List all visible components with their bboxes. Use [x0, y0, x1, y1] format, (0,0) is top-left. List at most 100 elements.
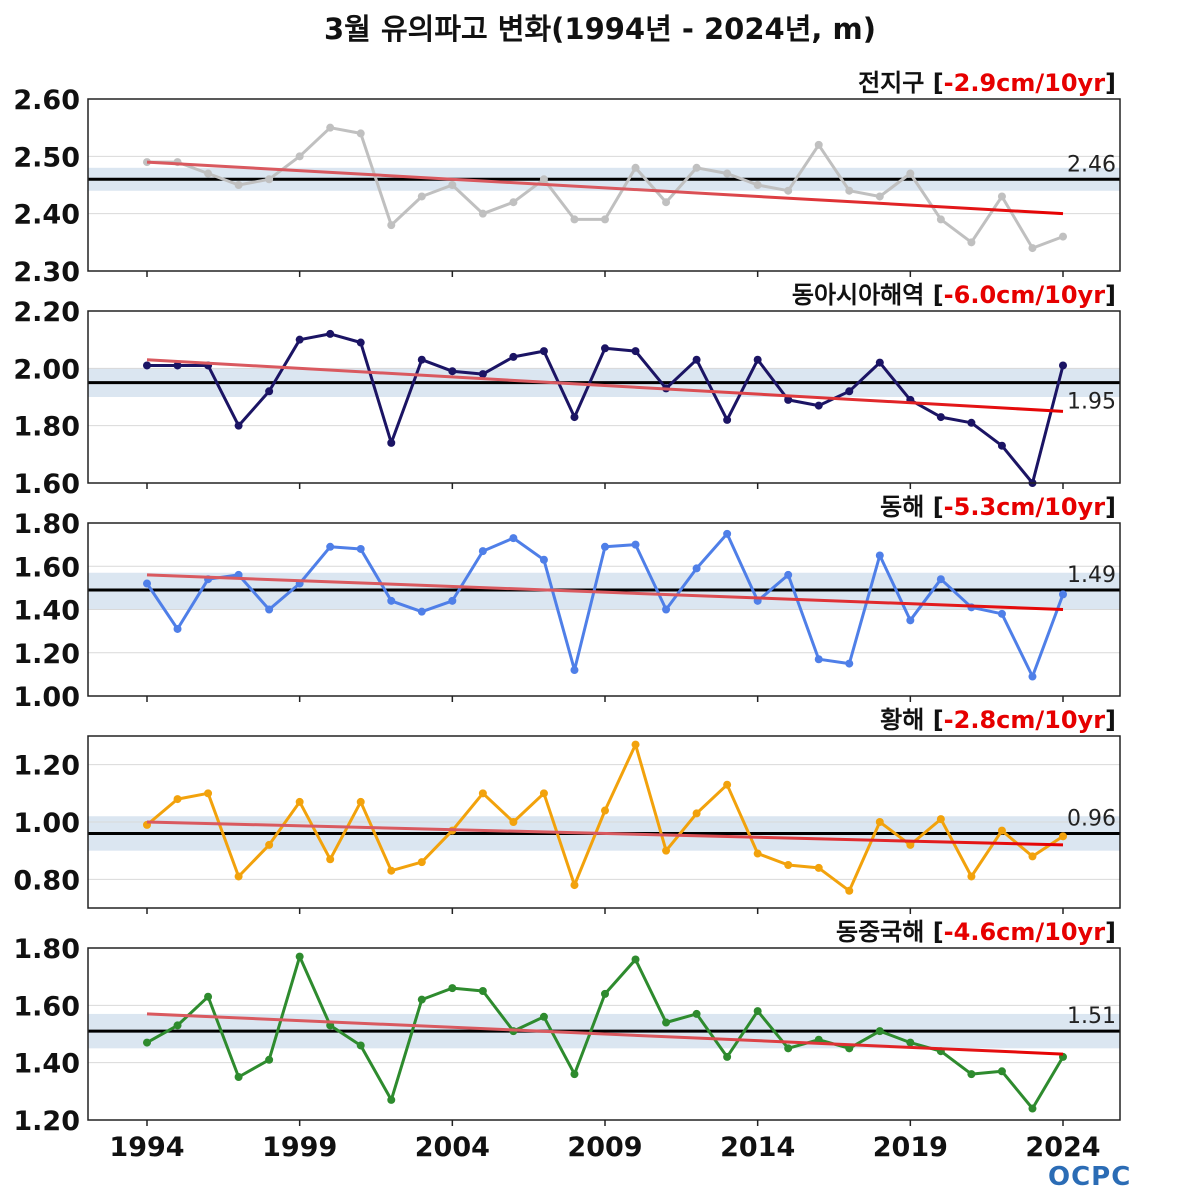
data-point — [784, 861, 793, 869]
data-point — [753, 355, 762, 364]
spacer — [924, 918, 932, 946]
region-name: 전지구 — [858, 69, 924, 97]
data-point — [601, 806, 609, 815]
data-point — [417, 355, 426, 364]
panel-title: 동아시아해역 [-6.0cm/10yr] — [792, 281, 1116, 309]
bracket-close: ] — [1105, 493, 1116, 521]
data-point — [906, 616, 915, 625]
data-point — [387, 438, 396, 447]
data-point — [570, 413, 579, 422]
y-tick-label: 2.50 — [13, 142, 80, 173]
bracket-open: [ — [933, 493, 944, 521]
panel-4: 0.80 1.00 1.20 0.96 황해 [-2.8cm/10yr] — [13, 706, 1121, 914]
data-point — [143, 361, 151, 370]
mean-value-label: 1.51 — [1067, 1004, 1116, 1029]
panel-title: 동해 [-5.3cm/10yr] — [880, 493, 1116, 521]
data-point — [539, 175, 548, 184]
data-point — [692, 163, 701, 172]
data-point — [631, 347, 640, 356]
data-point — [204, 789, 213, 798]
data-point — [875, 1027, 884, 1036]
spacer — [924, 493, 932, 521]
mean-value-label: 0.96 — [1067, 806, 1116, 831]
bracket-close: ] — [1105, 69, 1116, 97]
mean-value-label: 1.95 — [1067, 390, 1116, 415]
data-point — [1059, 232, 1067, 241]
data-point — [387, 1095, 396, 1104]
data-point — [784, 570, 793, 579]
data-point — [601, 989, 609, 998]
data-point — [448, 984, 457, 993]
data-point — [234, 181, 243, 189]
data-point — [326, 123, 335, 132]
y-tick-label: 1.00 — [13, 682, 80, 713]
data-point — [295, 152, 304, 161]
spacer — [924, 281, 932, 309]
data-point — [417, 192, 426, 201]
data-point — [570, 1070, 579, 1079]
y-tick-label: 1.80 — [13, 509, 80, 540]
data-point — [875, 818, 884, 826]
data-point — [478, 370, 487, 379]
data-point — [448, 596, 457, 605]
data-point — [814, 1035, 823, 1044]
data-point — [967, 418, 976, 427]
data-point — [326, 329, 335, 338]
panel-frame — [87, 310, 1121, 484]
x-tick-label: 2009 — [567, 1132, 642, 1163]
x-tick-label: 1999 — [262, 1132, 337, 1163]
y-tick-label: 1.40 — [13, 596, 80, 627]
data-point — [875, 358, 884, 367]
data-point — [692, 809, 701, 818]
y-tick-label: 1.20 — [13, 1106, 80, 1137]
y-tick-label: 1.60 — [13, 469, 80, 500]
data-point — [753, 849, 762, 858]
data-point — [845, 1044, 854, 1053]
data-point — [417, 607, 426, 616]
y-tick-label: 1.80 — [13, 934, 80, 965]
bracket-open: [ — [933, 706, 944, 734]
trend-line — [146, 1012, 1064, 1056]
data-point — [723, 529, 732, 538]
ocpc-logo: OCPC — [1048, 1162, 1132, 1192]
x-tick-label: 2014 — [720, 1132, 795, 1163]
data-point — [692, 564, 701, 573]
trend-rate-label: -4.6cm/10yr — [944, 918, 1106, 946]
x-tick-label: 2019 — [873, 1132, 948, 1163]
trend-line — [146, 160, 1064, 216]
data-point — [814, 863, 823, 872]
data-point — [784, 395, 793, 404]
data-point — [1028, 852, 1037, 861]
data-point — [601, 215, 609, 224]
data-point — [570, 666, 579, 675]
data-point — [204, 992, 213, 1001]
y-tick-label: 1.60 — [13, 991, 80, 1022]
mean-value-label: 1.49 — [1067, 563, 1116, 588]
data-point — [143, 579, 151, 588]
data-point — [814, 140, 823, 149]
data-point — [662, 605, 671, 614]
data-point — [662, 198, 671, 207]
data-point — [387, 221, 396, 230]
data-point — [509, 198, 518, 207]
panel-1: 2.30 2.40 2.50 2.60 2.46 전지구 [-2.9cm/10yr] — [13, 69, 1121, 288]
y-tick-label: 1.20 — [13, 639, 80, 670]
data-point — [723, 1052, 732, 1061]
data-point — [967, 238, 976, 247]
data-point — [936, 575, 945, 584]
data-point — [173, 361, 182, 370]
chart-title: 3월 유의파고 변화(1994년 - 2024년, m) — [324, 12, 876, 46]
region-name: 동중국해 — [836, 918, 924, 946]
data-point — [1028, 1104, 1037, 1113]
panel-frame — [87, 735, 1121, 909]
data-point — [234, 421, 243, 430]
data-point — [570, 881, 579, 890]
panel-frame — [87, 98, 1121, 272]
data-point — [539, 555, 548, 564]
data-point — [631, 540, 640, 549]
data-point — [265, 840, 274, 849]
y-tick-label: 1.80 — [13, 412, 80, 443]
data-point — [631, 955, 640, 964]
series-line — [147, 332, 1065, 485]
data-point — [784, 1044, 793, 1053]
